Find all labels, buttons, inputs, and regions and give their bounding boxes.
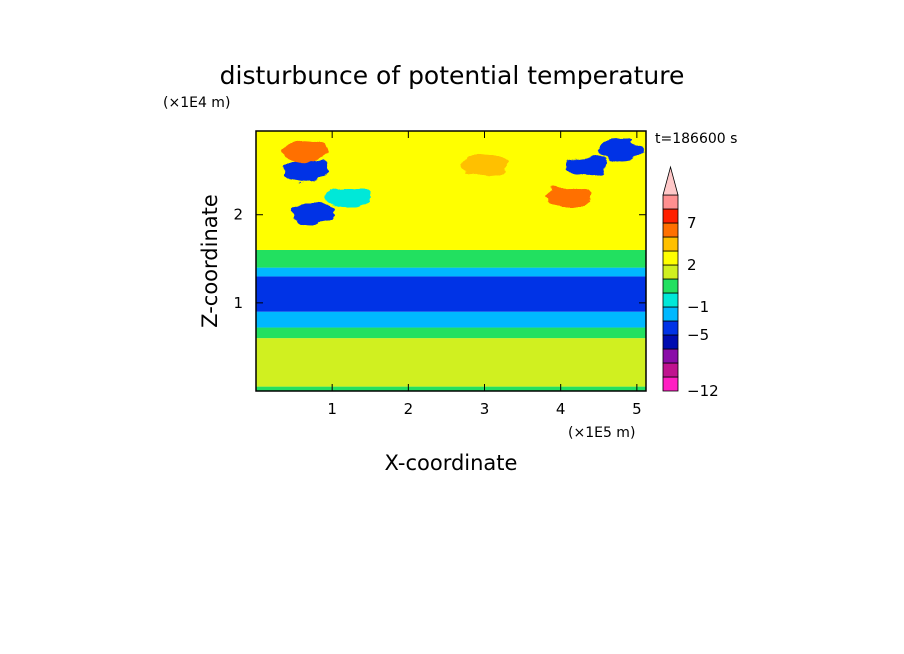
colorbar-label: 2 bbox=[687, 256, 697, 274]
colorbar-segment bbox=[662, 264, 679, 280]
field-band bbox=[256, 386, 646, 391]
plot-frame bbox=[255, 130, 647, 392]
field-feature bbox=[461, 155, 508, 177]
y-tick-label: 1 bbox=[233, 294, 243, 312]
x-unit-label: (×1E5 m) bbox=[568, 425, 635, 441]
colorbar-label: −1 bbox=[687, 298, 709, 316]
colorbar-segment bbox=[662, 194, 679, 210]
colorbar-label: −12 bbox=[687, 382, 719, 400]
colorbar-label: 7 bbox=[687, 214, 697, 232]
colorbar-segment bbox=[662, 236, 679, 252]
x-tick-label: 2 bbox=[404, 400, 414, 418]
y-axis-ticks: 12 bbox=[233, 206, 646, 312]
colorbar-extension bbox=[662, 165, 679, 196]
colorbar-label: −5 bbox=[687, 326, 709, 344]
colorbar-segment bbox=[662, 376, 679, 392]
field-band bbox=[256, 327, 646, 339]
colorbar-segment bbox=[662, 306, 679, 322]
field-feature bbox=[564, 155, 611, 177]
time-label: t=186600 s bbox=[655, 131, 737, 147]
x-tick-label: 3 bbox=[480, 400, 490, 418]
colorbar-segment bbox=[662, 320, 679, 336]
colorbar-segment bbox=[662, 250, 679, 266]
y-unit-label: (×1E4 m) bbox=[163, 95, 230, 111]
x-tick-label: 1 bbox=[327, 400, 337, 418]
colorbar-segment bbox=[662, 348, 679, 364]
field-feature bbox=[598, 139, 645, 161]
colorbar: −12−5−127 bbox=[662, 165, 719, 400]
chart-title: disturbunce of potential temperature bbox=[220, 61, 685, 90]
field-band bbox=[256, 267, 646, 277]
plot-area bbox=[256, 131, 646, 391]
field-band bbox=[256, 249, 646, 268]
x-axis-label: X-coordinate bbox=[385, 451, 518, 475]
field-features bbox=[282, 139, 645, 224]
x-tick-label: 5 bbox=[632, 400, 642, 418]
field-band bbox=[256, 276, 646, 312]
field-feature bbox=[324, 186, 371, 208]
y-axis-label: Z-coordinate bbox=[198, 194, 222, 328]
y-tick-label: 2 bbox=[233, 206, 243, 224]
x-tick-label: 4 bbox=[556, 400, 566, 418]
field-feature bbox=[290, 202, 336, 224]
colorbar-segment bbox=[662, 208, 679, 224]
colorbar-segment bbox=[662, 292, 679, 308]
field-feature bbox=[545, 186, 592, 208]
field-feature bbox=[282, 160, 329, 182]
colorbar-segment bbox=[662, 362, 679, 378]
field-feature bbox=[282, 140, 329, 162]
field-band bbox=[256, 338, 646, 387]
field-band bbox=[256, 311, 646, 328]
colorbar-segment bbox=[662, 222, 679, 238]
colorbar-segment bbox=[662, 278, 679, 294]
x-axis-ticks: 1 2 3 4 5 bbox=[327, 131, 642, 418]
colorbar-segment bbox=[662, 334, 679, 350]
